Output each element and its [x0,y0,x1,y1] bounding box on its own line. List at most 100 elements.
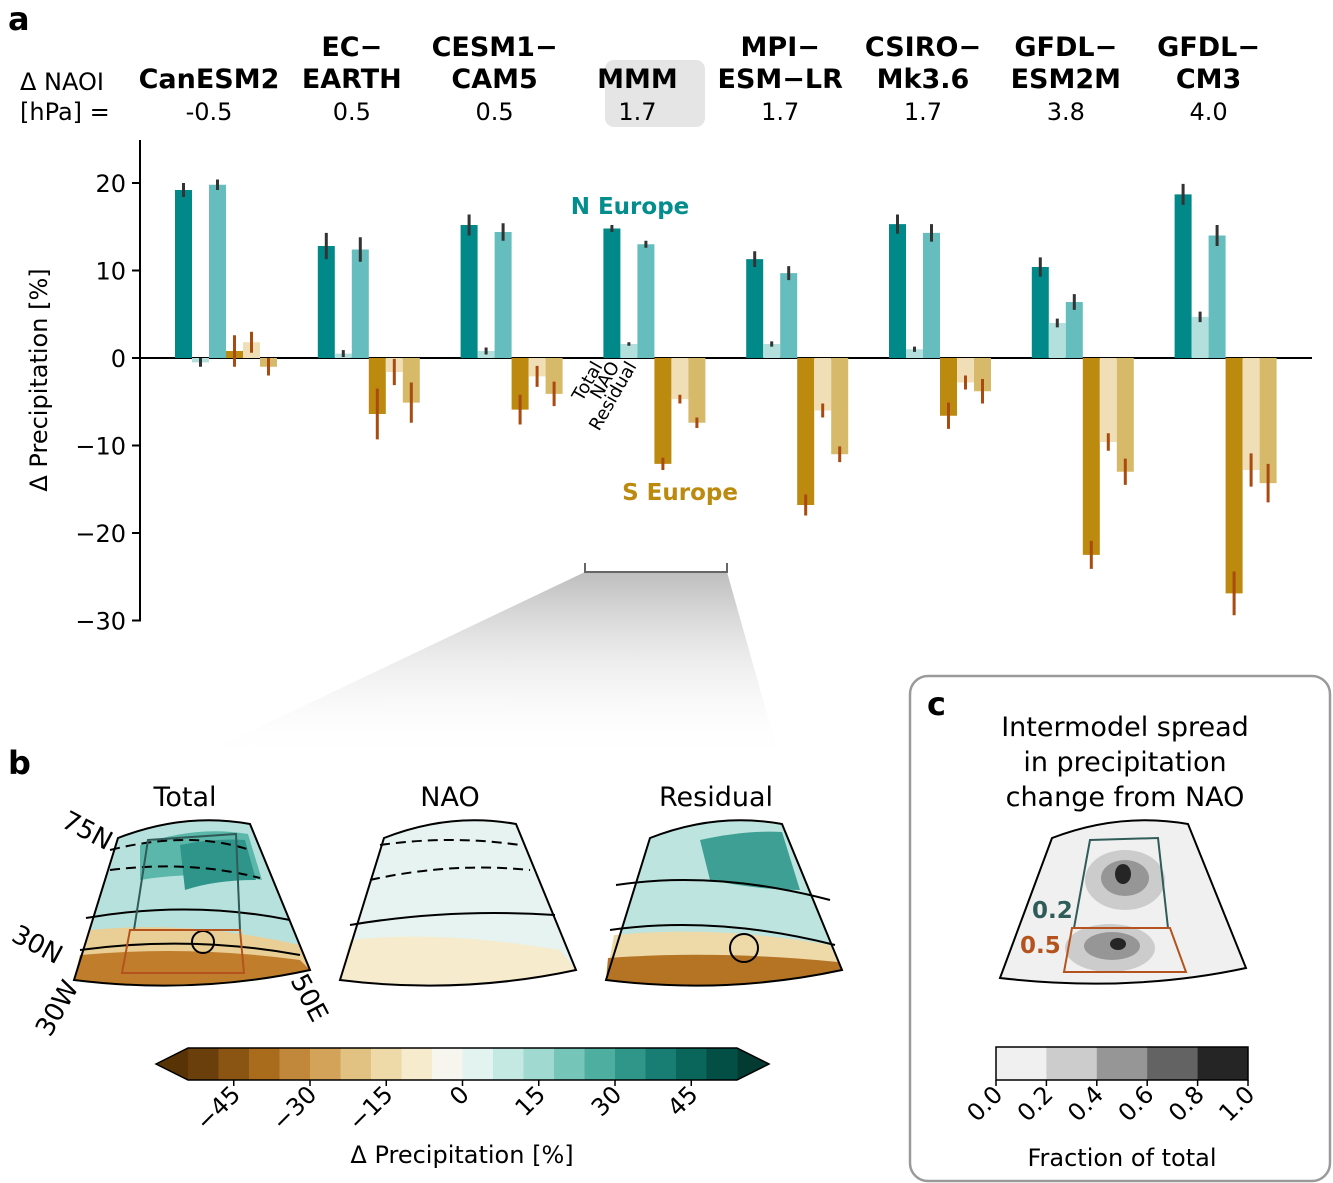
colorbar-precip-segment [371,1048,402,1080]
bar-north [175,190,192,358]
model-naoi-value: 0.5 [333,98,371,126]
lat-label-30n: 30N [7,920,67,971]
colorbar-precip-segment [340,1048,372,1080]
map-title-nao: NAO [420,782,479,813]
model-name: ESM−LR [718,64,844,95]
bar-south [368,358,386,414]
map-residual [604,819,844,987]
bar-south [1259,358,1277,484]
model-name: CanESM2 [139,64,280,95]
colorbar-precip-segment [523,1048,555,1080]
naoi-unit-label: [hPa] = [20,98,110,126]
naoi-label: Δ NAOI [20,68,104,96]
bar-north [763,344,781,358]
spread-value-north: 0.2 [1032,898,1073,924]
colorbar-fraction-segment [1096,1047,1148,1080]
colorbar-precip-segment [615,1048,646,1080]
colorbar-precip-label: Δ Precipitation [%] [350,1141,573,1169]
colorbar-fraction-segment [1197,1047,1249,1080]
panel-label-b: b [8,744,31,782]
bar-north [1048,323,1066,358]
colorbar-precip-segment [584,1048,616,1080]
lon-label-50e: 50E [284,969,334,1027]
bar-north [1174,194,1192,358]
model-name: Mk3.6 [877,64,970,95]
colorbar-precip-segment [310,1048,341,1080]
map-nao [338,819,578,987]
colorbar-fraction-outline [995,1046,1249,1081]
panel-c-title-line-1: Intermodel spread [1001,712,1249,743]
bar-north [780,273,798,358]
model-name-line-1: GFDL− [1014,32,1117,63]
colorbar-fraction-segment [1046,1047,1098,1080]
bar-south [974,358,991,392]
model-naoi-value: 0.5 [476,98,514,126]
colorbar-precip-tick-label: 30 [586,1080,627,1121]
colorbar-precip-tick-label: −15 [343,1080,399,1136]
chart-bars [175,179,1277,616]
colorbar-precip-extend-high [737,1048,769,1080]
colorbar-precip-tick-label: −45 [190,1080,246,1136]
y-axis-label: Δ Precipitation [%] [25,268,53,491]
model-name-line-1: CSIRO− [865,32,981,63]
bar-north [620,344,638,358]
bar-south [1099,358,1117,442]
bar-south [1225,358,1243,594]
colorbar-precip-extend-low [156,1048,188,1080]
bar-north [746,259,764,358]
map-total [72,819,312,987]
mmm-highlight [605,60,705,127]
colorbar-fraction-segment [996,1047,1047,1080]
colorbar-precip-segment [462,1048,494,1080]
y-tick-label: −20 [75,520,126,548]
bar-south [511,358,529,410]
bar-north [351,249,369,358]
model-name-line-1: EC− [321,32,382,63]
bar-south [654,358,672,464]
colorbar-precip-outline [154,1047,771,1081]
colorbar-precip-segment [249,1048,280,1080]
annotation-n-europe: N Europe [571,194,690,220]
colorbar-precip-segment [188,1048,219,1080]
bar-north [906,349,923,358]
colorbar-precip: −45 −30 −15 0 15 30 45 [154,1047,771,1136]
model-name: CM3 [1176,64,1241,95]
model-name-line-1: MPI− [741,32,820,63]
bar-north [209,184,226,358]
bar-north [637,244,655,358]
model-headers: CanESM2 -0.5 EC−EARTH 0.5 CESM1−CAM5 0.5 MMM 1.… [139,32,1260,126]
bar-south [797,358,815,505]
colorbar-precip-segment [493,1048,524,1080]
colorbar-fraction-segment [1147,1047,1199,1080]
bar-south [1082,358,1100,555]
bar-south [957,358,974,383]
bar-north [1065,302,1083,358]
colorbar-precip-segment [645,1048,677,1080]
colorbar-fraction-label: Fraction of total [1027,1144,1216,1172]
panel-label-c: c [927,685,946,723]
panel-label-a: a [8,0,30,38]
y-tick-label: 0 [111,345,126,373]
lon-label-30w: 30W [30,976,85,1042]
bar-south [545,358,563,394]
zoom-bracket [584,563,728,573]
y-tick-label: −30 [75,608,126,636]
model-naoi-value: 1.7 [618,98,656,126]
bar-south [671,358,689,400]
bar-south [814,358,832,411]
colorbar-precip-tick-label: −30 [267,1080,323,1136]
colorbar-precip-segment [401,1048,433,1080]
spread-value-south: 0.5 [1020,933,1061,959]
bar-south [1242,358,1260,470]
model-name: ESM2M [1011,64,1121,95]
bar-north [1031,267,1049,358]
model-name: MMM [597,64,678,95]
bar-north [460,225,478,358]
bar-south [402,358,420,403]
colorbar-precip-tick-label: 45 [662,1080,703,1121]
zoom-wedge [190,572,780,760]
bar-south [940,358,957,416]
model-naoi-value: 1.7 [761,98,799,126]
map-title-residual: Residual [659,782,773,813]
